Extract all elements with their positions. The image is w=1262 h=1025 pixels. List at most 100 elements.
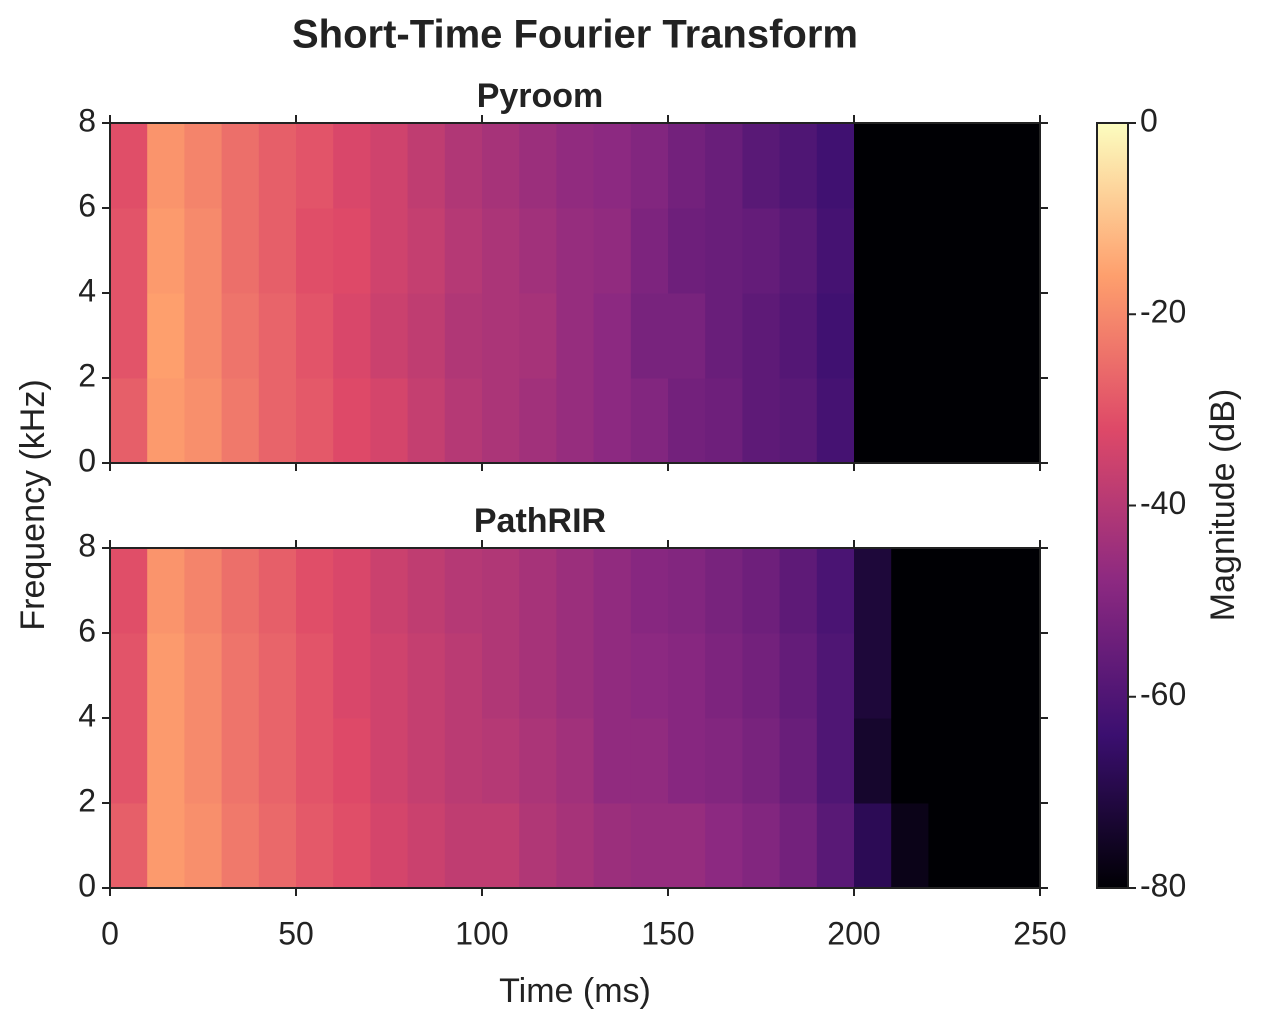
heatmap-cell: [333, 208, 371, 294]
y-tick-label: 0: [78, 867, 96, 903]
heatmap-cell: [816, 633, 855, 719]
heatmap-cell: [668, 718, 706, 804]
heatmap-cell: [928, 123, 967, 209]
heatmap-cell: [1002, 378, 1041, 464]
heatmap-cell: [891, 378, 929, 464]
heatmap-cell: [296, 548, 334, 634]
y-tick-label: 6: [78, 187, 96, 223]
heatmap-cell: [333, 123, 371, 209]
heatmap-cell: [370, 803, 409, 889]
heatmap-cell: [370, 633, 409, 719]
heatmap-cell: [630, 633, 669, 719]
heatmap-cell: [184, 123, 223, 209]
y-axis-label: Frequency (kHz): [14, 379, 52, 630]
heatmap-cell: [668, 123, 706, 209]
heatmap-cell: [593, 208, 632, 294]
x-tick-label: 100: [455, 915, 508, 951]
colorbar-tick-label: -20: [1140, 294, 1186, 330]
heatmap-cell: [519, 548, 557, 634]
heatmap-cell: [482, 718, 520, 804]
heatmap-cell: [296, 293, 334, 379]
heatmap-cell: [1002, 718, 1041, 804]
heatmap-cell: [854, 293, 892, 379]
heatmap-cell: [407, 208, 446, 294]
y-tick-label: 0: [78, 442, 96, 478]
heatmap-cell: [779, 718, 818, 804]
heatmap-cell: [221, 633, 260, 719]
heatmap-cell: [928, 378, 967, 464]
heatmap-cell: [296, 633, 334, 719]
heatmap-cell: [110, 718, 148, 804]
colorbar-tick-label: -80: [1140, 867, 1186, 903]
heatmap-cell: [630, 548, 669, 634]
heatmap-cell: [482, 548, 520, 634]
heatmap-cell: [147, 123, 185, 209]
heatmap-cell: [258, 123, 297, 209]
heatmap-cell: [556, 123, 595, 209]
heatmap-cell: [147, 548, 185, 634]
x-tick-label: 200: [827, 915, 880, 951]
heatmap-cell: [854, 548, 892, 634]
heatmap-cell: [519, 803, 557, 889]
heatmap-cell: [519, 123, 557, 209]
heatmap-cell: [705, 718, 743, 804]
heatmap-cell: [482, 123, 520, 209]
heatmap-cell: [593, 718, 632, 804]
heatmap-cell: [296, 123, 334, 209]
colorbar: [1096, 122, 1129, 889]
heatmap-cell: [593, 123, 632, 209]
heatmap-cell: [147, 378, 185, 464]
heatmap-cell: [407, 548, 446, 634]
heatmap-cell: [296, 378, 334, 464]
heatmap-cell: [630, 803, 669, 889]
heatmap-cell: [258, 803, 297, 889]
heatmap-cell: [593, 633, 632, 719]
heatmap-cell: [184, 208, 223, 294]
heatmap-cell: [147, 803, 185, 889]
heatmap-cell: [593, 803, 632, 889]
x-tick-label: 150: [641, 915, 694, 951]
heatmap-cell: [705, 378, 743, 464]
heatmap-cell: [779, 548, 818, 634]
heatmap-cell: [1002, 293, 1041, 379]
y-tick-label: 8: [78, 102, 96, 138]
colorbar-tick-label: -60: [1140, 676, 1186, 712]
heatmap-cell: [296, 718, 334, 804]
heatmap-cell: [742, 123, 781, 209]
heatmap-cell: [147, 633, 185, 719]
heatmap-cell: [965, 293, 1004, 379]
heatmap-cell: [444, 208, 483, 294]
heatmap-cell: [221, 293, 260, 379]
heatmap-cell: [444, 633, 483, 719]
heatmap-cell: [928, 718, 967, 804]
heatmap-cell: [593, 378, 632, 464]
heatmap-cell: [705, 123, 743, 209]
heatmap-cell: [705, 633, 743, 719]
heatmap-cell: [519, 378, 557, 464]
heatmap-cell: [779, 123, 818, 209]
heatmap-cell: [333, 803, 371, 889]
heatmap-cell: [965, 633, 1004, 719]
heatmap-cell: [556, 633, 595, 719]
panel-title: Pyroom: [477, 77, 604, 115]
heatmap-cell: [742, 718, 781, 804]
heatmap-cell: [147, 718, 185, 804]
heatmap-cell: [407, 803, 446, 889]
heatmap-cell: [816, 803, 855, 889]
heatmap-cell: [742, 293, 781, 379]
heatmap-cell: [668, 378, 706, 464]
heatmap-cell: [816, 123, 855, 209]
x-tick-label: 0: [101, 915, 119, 951]
heatmap-cell: [221, 548, 260, 634]
colorbar-label: Magnitude (dB): [1204, 389, 1242, 621]
x-tick-label: 50: [278, 915, 314, 951]
heatmap-cell: [556, 378, 595, 464]
heatmap-cell: [296, 803, 334, 889]
heatmap-cell: [556, 803, 595, 889]
heatmap-cell: [444, 718, 483, 804]
heatmap-cell: [258, 378, 297, 464]
heatmap-cell: [482, 293, 520, 379]
heatmap-cell: [370, 208, 409, 294]
heatmap-cell: [370, 718, 409, 804]
heatmap-cell: [816, 208, 855, 294]
